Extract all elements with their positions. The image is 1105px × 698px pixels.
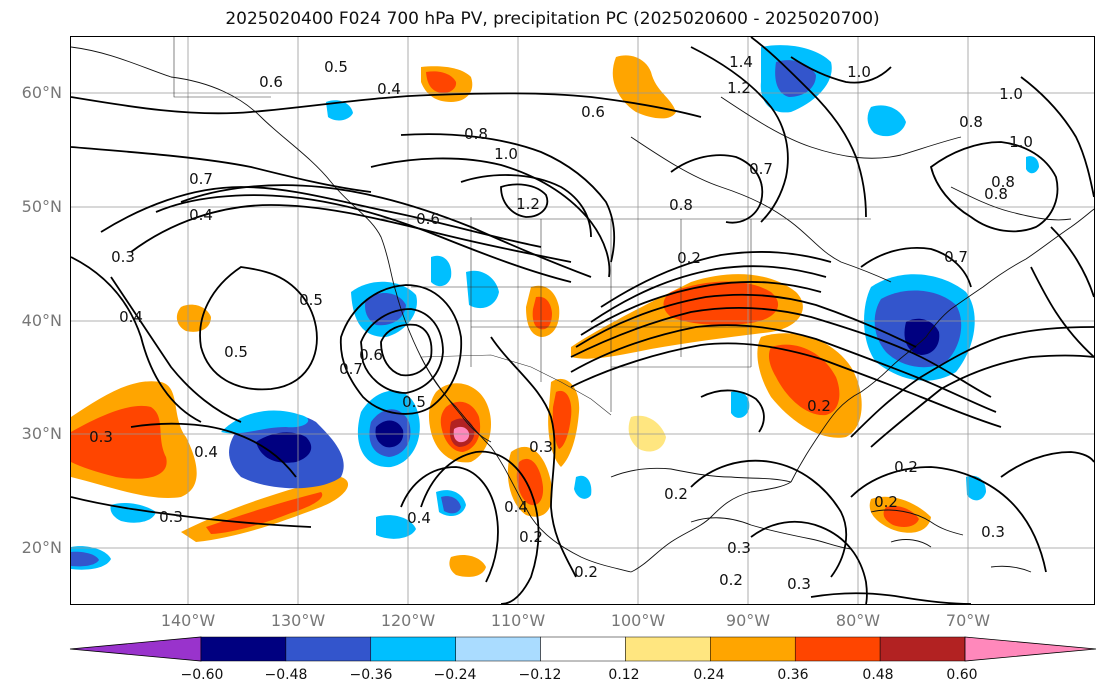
lon-label-140w: 140°W: [160, 611, 216, 630]
contour-label: 0.5: [224, 343, 248, 361]
contour-label: 1.0: [1009, 133, 1033, 151]
contour-label: 0.3: [529, 438, 553, 456]
contour-label: 0.7: [339, 360, 363, 378]
colorbar-tick: 0.60: [946, 667, 978, 683]
contour-label: 0.2: [664, 485, 688, 503]
lat-label-50n: 50°N: [21, 197, 62, 216]
contour-label: 0.7: [944, 248, 968, 266]
contour-label: 1.2: [727, 79, 751, 97]
lat-label-20n: 20°N: [21, 538, 62, 557]
colorbar-tick: −0.12: [518, 667, 562, 683]
contour-label: 0.8: [669, 196, 693, 214]
contour-label: 0.2: [807, 397, 831, 415]
contour-label: 0.4: [194, 443, 218, 461]
colorbar-segment: [625, 636, 711, 662]
contour-label: 1.0: [847, 63, 871, 81]
lat-label-60n: 60°N: [21, 83, 62, 102]
colorbar-tick: 0.12: [608, 667, 640, 683]
colorbar-tick: −0.60: [180, 667, 224, 683]
contour-label: 0.2: [894, 458, 918, 476]
lon-label-100w: 100°W: [610, 611, 666, 630]
colorbar-tick: −0.48: [264, 667, 308, 683]
contour-label: 0.8: [464, 125, 488, 143]
colorbar-segment: [455, 636, 541, 662]
contour-label: 0.3: [787, 575, 811, 593]
contour-label: 0.3: [111, 248, 135, 266]
contour-label: 0.7: [749, 160, 773, 178]
contour-label: 0.2: [719, 571, 743, 589]
contour-label: 0.4: [377, 80, 401, 98]
colorbar-segment: [200, 636, 287, 662]
lon-label-130w: 130°W: [270, 611, 326, 630]
contour-label: 0.8: [991, 173, 1015, 191]
lon-label-110w: 110°W: [490, 611, 546, 630]
contour-label: 1.2: [516, 195, 540, 213]
pv-contours: [71, 37, 1094, 604]
contour-label: 0.2: [677, 249, 701, 267]
colorbar-tick: 0.36: [777, 667, 809, 683]
colorbar-segment: [879, 636, 966, 662]
contour-label: 0.4: [407, 509, 431, 527]
lon-label-80w: 80°W: [835, 611, 881, 630]
contour-label: 0.4: [504, 498, 528, 516]
lat-label-30n: 30°N: [21, 424, 62, 443]
contour-label: 0.3: [159, 508, 183, 526]
contour-label: 0.6: [581, 103, 605, 121]
lon-label-120w: 120°W: [380, 611, 436, 630]
contour-label: 0.4: [119, 308, 143, 326]
lon-label-70w: 70°W: [945, 611, 991, 630]
colorbar-segment: [285, 636, 372, 662]
colorbar-extend-low: [69, 636, 202, 662]
contour-label: 0.6: [416, 210, 440, 228]
contour-label: 0.2: [574, 563, 598, 581]
colorbar-segment: [794, 636, 881, 662]
contour-label: 0.5: [299, 291, 323, 309]
contour-label: 0.2: [519, 528, 543, 546]
contour-label: 0.4: [189, 206, 213, 224]
lat-label-40n: 40°N: [21, 311, 62, 330]
colorbar-segment: [540, 636, 626, 662]
colorbar-tick: 0.48: [862, 667, 894, 683]
contour-label: 0.2: [874, 493, 898, 511]
contour-label: 0.6: [259, 73, 283, 91]
contour-label: 0.8: [959, 113, 983, 131]
colorbar-tick: −0.36: [349, 667, 393, 683]
contour-label: 0.5: [324, 58, 348, 76]
colorbar-extend-high: [964, 636, 1097, 662]
colorbar-segment: [710, 636, 796, 662]
contour-label: 0.3: [727, 539, 751, 557]
contour-label: 1.0: [999, 85, 1023, 103]
map-canvas: 0.60.50.40.81.01.20.70.40.30.40.50.50.70…: [71, 37, 1094, 604]
contour-label: 0.8: [984, 185, 1008, 203]
contour-label: 0.5: [402, 393, 426, 411]
contour-label: 1.0: [494, 145, 518, 163]
colorbar: [69, 636, 1097, 662]
map-title: 2025020400 F024 700 hPa PV, precipitatio…: [225, 9, 880, 29]
contour-label: 0.3: [89, 428, 113, 446]
contour-label: 0.6: [359, 346, 383, 364]
map-panel: 0.6 0.5 0.4 0.8 1.0 1.2 0.7 0.4 0.3 0.4 0.5 0.5 0.7 0…: [71, 37, 1094, 604]
colorbar-segment: [370, 636, 456, 662]
colorbar-tick: 0.24: [693, 667, 725, 683]
coastlines: [71, 46, 1094, 573]
colorbar-tick: −0.24: [433, 667, 477, 683]
contour-label: 0.3: [981, 523, 1005, 541]
contour-label: 1.4: [729, 53, 753, 71]
contour-labels: 0.60.50.40.81.01.20.70.40.30.40.50.50.70…: [89, 53, 1033, 593]
contour-label: 0.7: [189, 170, 213, 188]
lon-label-90w: 90°W: [725, 611, 771, 630]
